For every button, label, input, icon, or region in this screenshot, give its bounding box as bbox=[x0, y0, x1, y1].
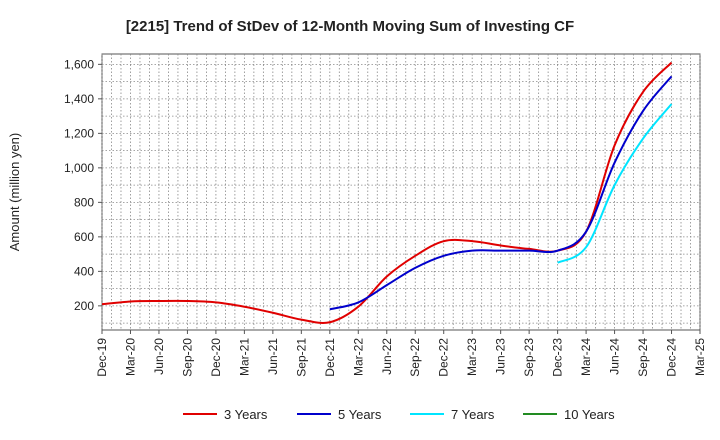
legend-label: 3 Years bbox=[224, 407, 268, 422]
x-tick-label: Mar-22 bbox=[351, 338, 365, 376]
y-tick-label: 800 bbox=[74, 195, 94, 209]
x-tick-label: Sep-24 bbox=[636, 338, 650, 377]
x-tick-label: Dec-22 bbox=[437, 338, 451, 377]
series-line-5-years bbox=[329, 75, 673, 311]
legend-label: 5 Years bbox=[338, 407, 382, 422]
x-tick-label: Sep-22 bbox=[408, 338, 422, 377]
x-tick-label: Jun-23 bbox=[494, 338, 508, 375]
x-tick-label: Jun-22 bbox=[380, 338, 394, 375]
x-tick-label: Dec-24 bbox=[665, 338, 679, 377]
x-tick-label: Dec-20 bbox=[209, 338, 223, 377]
x-tick-label: Sep-21 bbox=[294, 338, 308, 377]
y-tick-label: 1,000 bbox=[64, 161, 94, 175]
x-tick-label: Jun-20 bbox=[152, 338, 166, 375]
x-tick-label: Dec-19 bbox=[95, 338, 109, 377]
y-tick-label: 400 bbox=[74, 264, 94, 278]
x-tick-label: Sep-23 bbox=[522, 338, 536, 377]
x-tick-label: Mar-24 bbox=[579, 338, 593, 376]
chart-title: [2215] Trend of StDev of 12-Month Moving… bbox=[126, 18, 574, 35]
y-tick-label: 1,600 bbox=[64, 57, 94, 71]
legend-label: 7 Years bbox=[451, 407, 495, 422]
x-axis-ticks: Dec-19 Mar-20 Jun-20 Sep-20 Dec-20 Mar-21 Jun-… bbox=[95, 330, 707, 377]
y-axis-label: Amount (million yen) bbox=[7, 133, 22, 252]
y-tick-label: 1,400 bbox=[64, 92, 94, 106]
gridlines bbox=[101, 54, 701, 330]
x-tick-label: Mar-20 bbox=[123, 338, 137, 376]
x-tick-label: Dec-23 bbox=[551, 338, 565, 377]
legend: 3 Years 5 Years 7 Years 10 Years bbox=[183, 407, 615, 422]
x-tick-label: Dec-21 bbox=[323, 338, 337, 377]
x-tick-label: Sep-20 bbox=[180, 338, 194, 377]
y-tick-label: 600 bbox=[74, 230, 94, 244]
x-tick-label: Jun-24 bbox=[608, 338, 622, 375]
series-line-7-years bbox=[557, 103, 673, 264]
y-tick-label: 200 bbox=[74, 299, 94, 313]
series-lines bbox=[101, 61, 673, 324]
x-tick-label: Mar-21 bbox=[237, 338, 251, 376]
y-tick-label: 1,200 bbox=[64, 126, 94, 140]
x-tick-label: Jun-21 bbox=[266, 338, 280, 375]
y-axis-ticks: 200 400 600 800 1,000 1,200 1,400 1,600 bbox=[64, 57, 102, 313]
x-tick-label: Mar-23 bbox=[465, 338, 479, 376]
x-tick-label: Mar-25 bbox=[693, 338, 707, 376]
legend-label: 10 Years bbox=[564, 407, 615, 422]
